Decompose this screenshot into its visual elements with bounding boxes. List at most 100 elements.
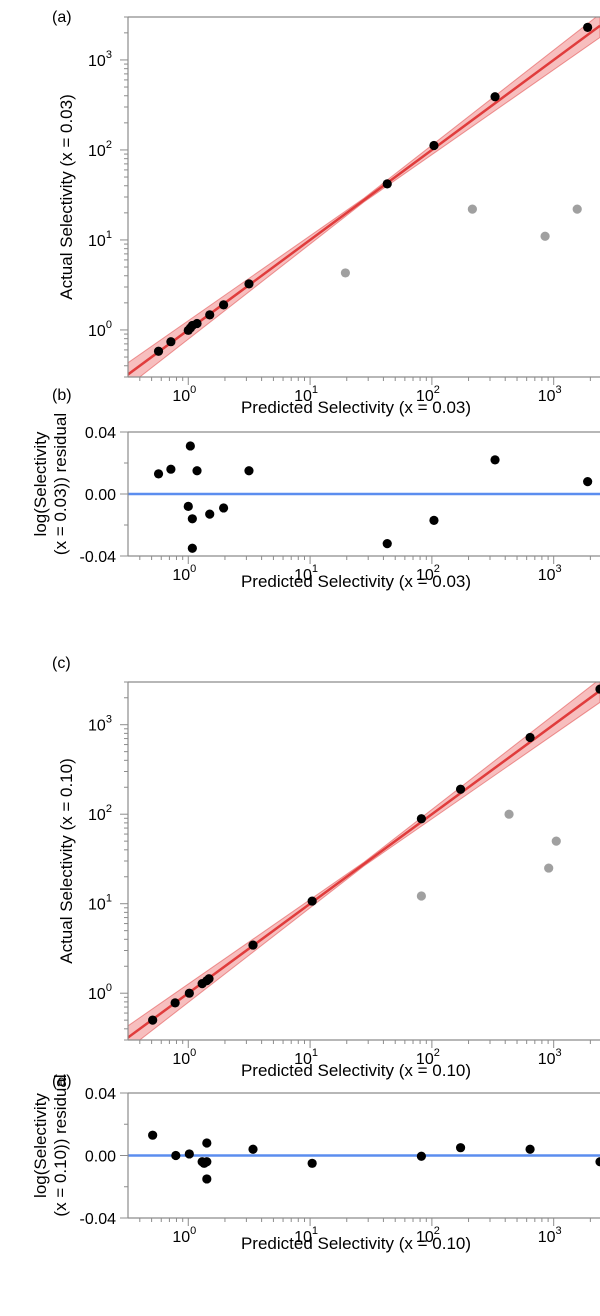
y-tick-label: 100	[88, 319, 112, 340]
data-point	[171, 1150, 181, 1161]
data-point	[192, 318, 202, 329]
data-point	[202, 1138, 212, 1148]
panel-label: (b)	[52, 387, 72, 404]
data-point	[595, 1157, 600, 1167]
data-point	[416, 814, 426, 824]
y-axis-label: log(Selectivity(x = 0.03)) residual	[31, 413, 70, 555]
data-point	[153, 469, 164, 479]
y-tick-label: 103	[88, 714, 112, 735]
data-point	[467, 204, 477, 214]
data-point	[490, 455, 500, 465]
series-excluded	[416, 809, 561, 901]
panel-label: (a)	[52, 9, 72, 26]
data-point	[382, 539, 392, 549]
data-point	[244, 466, 254, 476]
data-point	[307, 1158, 317, 1168]
x-tick-label: 102	[416, 1225, 440, 1246]
x-tick-label: 100	[172, 384, 196, 405]
x-tick-label: 103	[538, 384, 562, 405]
plot-area	[128, 682, 600, 1040]
y-axis-label: log(Selectivity(x = 0.10)) residual	[31, 1074, 70, 1216]
data-point	[583, 22, 593, 32]
x-tick-label: 102	[416, 384, 440, 405]
y-axis-label: Actual Selectivity (x = 0.10)	[57, 758, 76, 964]
plot-area	[128, 1130, 600, 1184]
x-axis-label: Predicted Selectivity (x = 0.10)	[241, 1234, 471, 1253]
y-tick-label: 102	[88, 803, 112, 824]
data-point	[455, 784, 466, 794]
data-point	[187, 543, 197, 553]
data-point	[166, 337, 176, 347]
y-tick-label: -0.04	[80, 549, 117, 566]
data-point	[166, 464, 176, 474]
data-point	[340, 268, 351, 278]
series-included	[148, 684, 600, 1025]
panel-d: 100 101 102 103 -0.04 0.00 0.04 Predicted Selec…	[31, 1073, 600, 1253]
data-point	[455, 1143, 466, 1153]
y-tick-label: 0.00	[85, 487, 116, 504]
x-tick-label: 101	[294, 1225, 318, 1246]
data-point	[504, 809, 514, 819]
x-tick-label: 100	[172, 1225, 196, 1246]
plot-area	[128, 17, 600, 377]
data-point	[525, 1144, 535, 1154]
data-point	[184, 988, 194, 998]
plot-area	[128, 441, 600, 553]
y-tick-label: 0.04	[85, 1086, 116, 1103]
y-tick-label: 0.00	[85, 1149, 116, 1166]
data-point	[185, 441, 195, 451]
data-point	[184, 1149, 194, 1159]
x-tick-label: 102	[416, 1047, 440, 1068]
data-point	[183, 501, 193, 511]
series-excluded	[340, 204, 582, 278]
data-point	[429, 515, 439, 525]
data-point	[572, 204, 582, 214]
data-point	[551, 836, 561, 846]
data-point	[204, 974, 214, 984]
data-point	[153, 346, 164, 356]
data-point	[525, 732, 535, 743]
x-tick-label: 100	[172, 563, 196, 584]
data-point	[544, 863, 554, 873]
x-tick-label: 101	[294, 563, 318, 584]
y-tick-label: 0.04	[85, 425, 116, 442]
data-point	[148, 1130, 158, 1140]
x-axis-label: Predicted Selectivity (x = 0.03)	[241, 398, 471, 417]
x-tick-label: 103	[538, 1047, 562, 1068]
panel-label: (c)	[52, 655, 71, 672]
panel-a: 100 101 102 103 100 101 102 103 Predicted Select…	[52, 9, 600, 417]
panel-c: 100 101 102 103 100 101 102 103 Predicted Select…	[52, 655, 600, 1080]
x-axis-label: Predicted Selectivity (x = 0.10)	[241, 1061, 471, 1080]
series-residuals	[148, 1130, 600, 1184]
y-tick-label: 100	[88, 982, 112, 1003]
y-tick-label: -0.04	[80, 1211, 117, 1228]
data-point	[490, 92, 500, 102]
panel-label: (d)	[52, 1073, 72, 1090]
series-residuals	[153, 441, 593, 553]
data-point	[187, 514, 197, 524]
x-tick-label: 103	[538, 563, 562, 584]
data-point	[244, 279, 254, 289]
y-tick-label: 102	[88, 139, 112, 160]
y-tick-label: 101	[88, 893, 112, 914]
data-point	[307, 896, 317, 906]
data-point	[382, 179, 392, 189]
series-included	[153, 22, 593, 356]
x-axis-label: Predicted Selectivity (x = 0.03)	[241, 572, 471, 591]
data-point	[248, 940, 258, 950]
data-point	[202, 1157, 212, 1167]
data-point	[583, 477, 593, 487]
y-axis-label: Actual Selectivity (x = 0.03)	[57, 94, 76, 300]
data-point	[205, 310, 215, 320]
data-point	[205, 509, 215, 519]
y-tick-label: 103	[88, 49, 112, 70]
data-point	[248, 1144, 258, 1154]
data-point	[202, 1174, 212, 1184]
data-point	[595, 684, 600, 694]
data-point	[429, 140, 439, 151]
data-point	[416, 1151, 426, 1161]
data-point	[540, 231, 550, 241]
x-tick-label: 101	[294, 1047, 318, 1068]
x-tick-label: 100	[172, 1047, 196, 1068]
